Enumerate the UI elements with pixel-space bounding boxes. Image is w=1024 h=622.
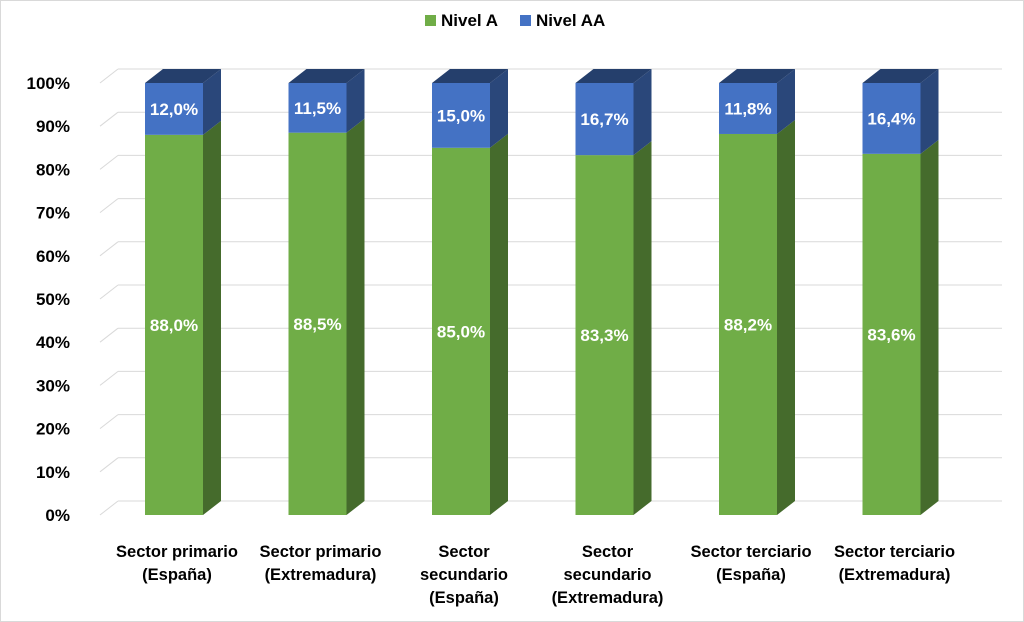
- gridline-depth: [99, 327, 119, 343]
- x-category-label-line: Sector terciario: [690, 543, 811, 561]
- bar-nivel-a: [862, 153, 921, 515]
- gridline-depth: [99, 68, 119, 84]
- y-tick-label: 50%: [36, 290, 70, 309]
- x-category-label: Sector primario (España): [116, 543, 238, 584]
- gridline-depth: [99, 371, 119, 386]
- bar-nivel-aa: [862, 83, 921, 154]
- bar-nivel-a: [145, 134, 203, 515]
- y-tick-label: 20%: [36, 420, 70, 439]
- bar-nivel-a-side: [633, 141, 652, 516]
- bar-nivel-a: [575, 155, 634, 516]
- data-label-nivel-a: 85,0%: [437, 322, 485, 341]
- y-tick-label: 70%: [36, 204, 70, 223]
- x-category-label-line: (Extremadura): [839, 566, 951, 584]
- bar-top: [719, 69, 795, 83]
- data-label-nivel-a: 83,6%: [867, 325, 915, 344]
- data-label-nivel-aa: 16,4%: [867, 109, 915, 128]
- y-tick-label: 100%: [27, 74, 70, 93]
- bar-nivel-a: [719, 133, 777, 515]
- y-tick-label: 80%: [36, 160, 70, 179]
- bar-nivel-a-side: [346, 118, 365, 516]
- x-category-label-line: Sector terciario: [834, 543, 955, 561]
- data-label-nivel-aa: 12,0%: [150, 100, 198, 119]
- gridline-depth: [99, 111, 119, 127]
- x-category-label-line: Sector: [582, 543, 634, 561]
- x-category-label-line: secundario: [420, 566, 508, 584]
- bar-nivel-aa-side: [920, 69, 939, 154]
- bar-nivel-aa-side: [346, 69, 365, 133]
- bar-top: [288, 69, 365, 83]
- bar-nivel-aa: [288, 83, 347, 133]
- x-category-label: Sector terciario (España): [690, 543, 811, 584]
- bar-nivel-a: [288, 132, 347, 515]
- gridline-depth: [99, 414, 119, 429]
- x-category-label-line: secundario: [563, 566, 651, 584]
- y-tick-label: 10%: [36, 463, 70, 482]
- bar-top: [432, 69, 508, 83]
- x-category-label: Sector terciario (Extremadura): [834, 543, 955, 584]
- y-tick-label: 90%: [36, 117, 70, 136]
- bar-nivel-aa-side: [203, 69, 221, 135]
- legend-label: Nivel AA: [536, 11, 605, 30]
- legend-label: Nivel A: [441, 11, 498, 30]
- x-category-label-line: (España): [716, 566, 786, 584]
- x-category-label-line: (España): [142, 566, 212, 584]
- gridline-depth: [99, 155, 119, 170]
- bar-nivel-aa-side: [777, 69, 795, 134]
- x-category-label-line: (Extremadura): [265, 566, 377, 584]
- data-label-nivel-aa: 15,0%: [437, 106, 485, 125]
- x-category-label-line: Sector primario: [116, 543, 238, 561]
- bar-nivel-a-side: [920, 139, 939, 515]
- data-label-nivel-a: 88,5%: [293, 315, 341, 334]
- data-label-nivel-a: 88,0%: [150, 316, 198, 335]
- bar-nivel-a-side: [777, 119, 795, 515]
- bar-nivel-a: [432, 147, 490, 516]
- bar-nivel-aa: [575, 83, 634, 156]
- legend-swatch: [520, 15, 531, 26]
- bar-top: [575, 69, 652, 83]
- data-label-nivel-aa: 16,7%: [580, 110, 628, 129]
- data-label-nivel-a: 83,3%: [580, 326, 628, 345]
- bar-top: [145, 69, 221, 83]
- bar-nivel-aa: [145, 83, 203, 135]
- data-label-nivel-a: 88,2%: [724, 315, 772, 334]
- bar-nivel-aa: [719, 83, 777, 134]
- x-category-label: Sector secundario (España): [420, 543, 508, 607]
- gridline-depth: [99, 457, 119, 473]
- gridline-depth: [99, 241, 119, 257]
- x-category-label-line: (Extremadura): [552, 589, 664, 607]
- gridline-depth: [99, 198, 119, 213]
- x-category-label-line: (España): [429, 589, 499, 607]
- y-tick-label: 60%: [36, 247, 70, 266]
- bar-nivel-aa: [432, 83, 490, 148]
- bar-nivel-aa-side: [633, 69, 652, 156]
- x-category-label: Sector secundario (Extremadura): [552, 543, 664, 607]
- y-tick-label: 30%: [36, 376, 70, 395]
- gridline-depth: [99, 500, 119, 516]
- bar-nivel-a-side: [490, 133, 508, 516]
- gridline-depth: [99, 284, 119, 300]
- x-category-label-line: Sector: [438, 543, 490, 561]
- legend-swatch: [425, 15, 436, 26]
- data-label-nivel-aa: 11,5%: [294, 99, 341, 118]
- bar-nivel-aa-side: [490, 69, 508, 148]
- y-tick-label: 0%: [45, 506, 70, 525]
- bar-nivel-a-side: [203, 120, 221, 515]
- y-tick-label: 40%: [36, 333, 70, 352]
- bar-top: [862, 69, 939, 83]
- data-label-nivel-aa: 11,8%: [724, 99, 771, 118]
- x-category-label: Sector primario (Extremadura): [260, 543, 382, 584]
- x-category-label-line: Sector primario: [260, 543, 382, 561]
